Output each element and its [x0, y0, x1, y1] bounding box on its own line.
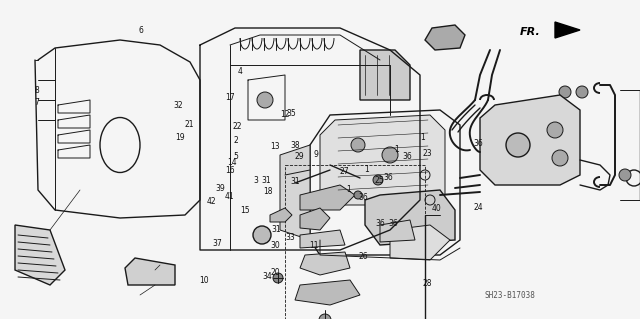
Text: 8: 8 [34, 86, 39, 95]
Text: 7: 7 [34, 98, 39, 107]
Text: 34: 34 [262, 272, 273, 281]
Text: 35: 35 [286, 109, 296, 118]
Text: 31: 31 [271, 225, 282, 234]
Text: 13: 13 [270, 142, 280, 151]
Text: 1: 1 [364, 165, 369, 174]
Text: 25: 25 [374, 176, 384, 185]
Polygon shape [480, 95, 580, 185]
Text: 36: 36 [383, 173, 393, 182]
Text: 9: 9 [314, 150, 319, 159]
Text: 4: 4 [237, 67, 243, 76]
Text: 36: 36 [402, 152, 412, 161]
Text: FR.: FR. [520, 27, 540, 37]
Text: 1: 1 [346, 185, 351, 194]
Circle shape [319, 314, 331, 319]
Text: 36: 36 [388, 219, 398, 228]
Circle shape [619, 169, 631, 181]
Circle shape [556, 109, 568, 121]
Text: 36: 36 [358, 193, 369, 202]
Text: 11: 11 [309, 241, 318, 250]
Polygon shape [300, 208, 330, 230]
Text: 3: 3 [253, 176, 259, 185]
Text: 15: 15 [240, 206, 250, 215]
Circle shape [576, 86, 588, 98]
Text: 39: 39 [215, 184, 225, 193]
Text: 6: 6 [138, 26, 143, 35]
Polygon shape [425, 25, 465, 50]
Polygon shape [295, 280, 360, 305]
Circle shape [382, 147, 398, 163]
Text: 26: 26 [358, 252, 369, 261]
Text: 1: 1 [420, 133, 425, 142]
Text: 10: 10 [198, 276, 209, 285]
Text: 37: 37 [212, 239, 223, 248]
Text: 5: 5 [233, 152, 238, 161]
Text: 12: 12 [280, 110, 289, 119]
Polygon shape [320, 115, 445, 205]
Text: 38: 38 [291, 141, 301, 150]
Circle shape [253, 226, 271, 244]
Circle shape [354, 191, 362, 199]
Circle shape [547, 122, 563, 138]
Text: 36: 36 [375, 219, 385, 228]
Text: 18: 18 [263, 187, 272, 196]
Polygon shape [300, 230, 345, 248]
Text: 36: 36 [474, 139, 484, 148]
Text: 31: 31 [291, 177, 301, 186]
Text: 40: 40 [431, 204, 442, 213]
Text: 20: 20 [270, 268, 280, 277]
Text: 27: 27 [339, 167, 349, 176]
Text: 16: 16 [225, 166, 236, 175]
Text: 22: 22 [232, 122, 241, 130]
Text: 21: 21 [184, 120, 193, 129]
Text: 28: 28 [423, 279, 432, 288]
Circle shape [539, 134, 551, 146]
Text: 33: 33 [285, 233, 296, 242]
Text: 23: 23 [422, 149, 433, 158]
Polygon shape [300, 185, 355, 210]
Polygon shape [270, 208, 292, 222]
Text: 41: 41 [224, 192, 234, 201]
Circle shape [559, 86, 571, 98]
Text: 19: 19 [175, 133, 186, 142]
Circle shape [506, 133, 530, 157]
Text: 14: 14 [227, 158, 237, 167]
Text: 32: 32 [173, 101, 183, 110]
Polygon shape [125, 258, 175, 285]
Polygon shape [555, 22, 580, 38]
Polygon shape [360, 50, 410, 100]
Text: 2: 2 [233, 136, 238, 145]
Text: 24: 24 [474, 203, 484, 212]
Circle shape [373, 175, 383, 185]
Polygon shape [15, 225, 65, 285]
Polygon shape [365, 190, 455, 245]
Text: SH23-B17038: SH23-B17038 [484, 291, 536, 300]
Circle shape [351, 138, 365, 152]
Circle shape [273, 273, 283, 283]
Circle shape [539, 154, 551, 166]
Bar [285, 165, 425, 319]
Circle shape [552, 150, 568, 166]
Text: 17: 17 [225, 93, 236, 102]
Text: 42: 42 [206, 197, 216, 206]
Text: 1: 1 [394, 145, 399, 154]
Circle shape [257, 92, 273, 108]
Polygon shape [390, 225, 450, 260]
Text: 31: 31 [261, 176, 271, 185]
Polygon shape [280, 145, 310, 240]
Text: 30: 30 [270, 241, 280, 250]
Text: 29: 29 [294, 152, 304, 161]
Polygon shape [300, 252, 350, 275]
Polygon shape [380, 220, 415, 242]
